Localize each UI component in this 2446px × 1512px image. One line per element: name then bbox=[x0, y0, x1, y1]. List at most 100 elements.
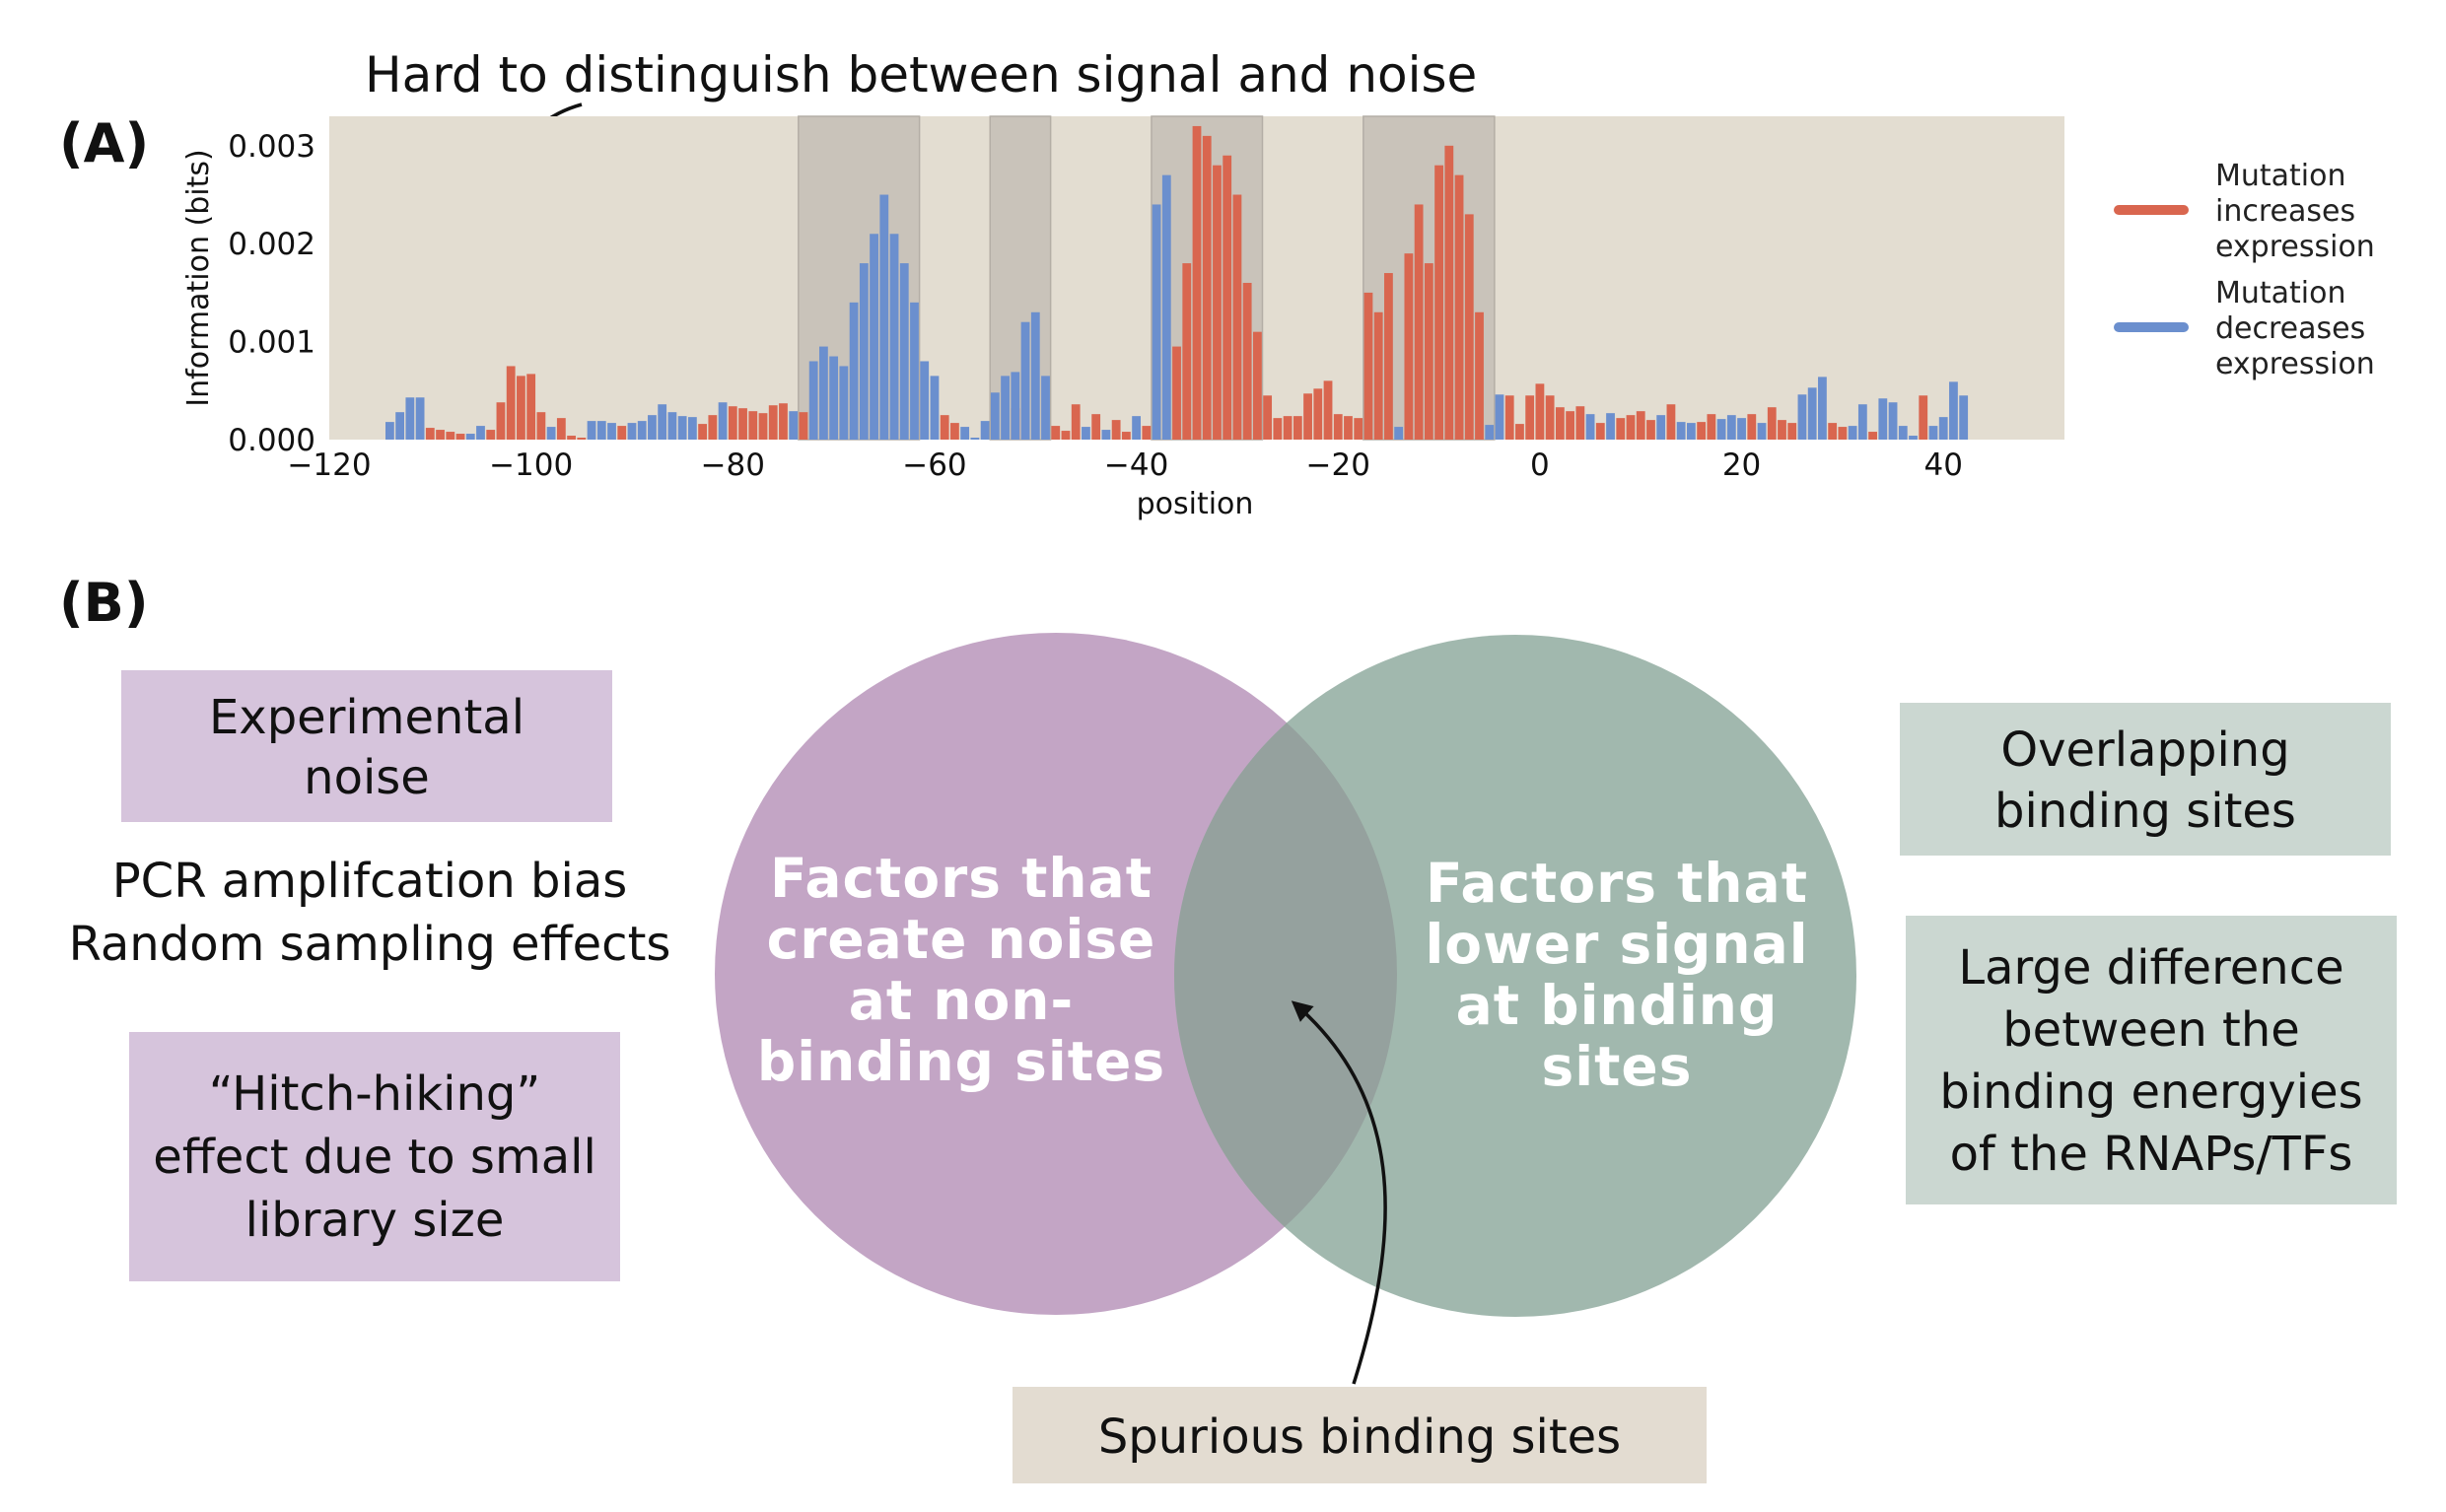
information-bar bbox=[1656, 415, 1666, 440]
information-bar bbox=[1373, 311, 1383, 440]
binding-site-highlight bbox=[798, 115, 921, 441]
x-tick-label: −60 bbox=[902, 447, 966, 483]
information-bar bbox=[1616, 418, 1626, 440]
information-bar bbox=[1676, 422, 1686, 440]
information-bar bbox=[506, 366, 516, 440]
information-bar bbox=[940, 415, 949, 440]
overlapping-sites-line: binding sites bbox=[1994, 784, 2296, 839]
information-bar bbox=[546, 427, 556, 440]
legend-label-line: decreases bbox=[2215, 311, 2365, 346]
information-bar bbox=[1525, 395, 1535, 440]
information-bar bbox=[1182, 263, 1192, 440]
information-bar bbox=[1475, 311, 1484, 440]
noise-circle-line: binding sites bbox=[757, 1030, 1165, 1093]
information-bar bbox=[1697, 422, 1707, 440]
energy-difference-line: between the bbox=[2002, 1002, 2300, 1058]
information-bar bbox=[1283, 416, 1293, 440]
information-bar bbox=[1595, 423, 1605, 440]
information-bar bbox=[1424, 263, 1433, 440]
information-bar bbox=[1778, 420, 1786, 440]
information-bar bbox=[415, 397, 425, 440]
information-bar bbox=[446, 432, 455, 440]
information-bar bbox=[677, 416, 687, 440]
y-tick-label: 0.001 bbox=[228, 325, 315, 361]
panel-b-label: (B) bbox=[59, 572, 149, 634]
hitchhiking-line: effect due to small bbox=[153, 1130, 596, 1185]
information-bar bbox=[1949, 381, 1958, 440]
information-bar bbox=[1535, 383, 1545, 440]
information-bar bbox=[587, 421, 596, 440]
information-bar bbox=[1354, 418, 1363, 440]
information-bar bbox=[1132, 416, 1142, 440]
hitchhiking-box bbox=[129, 1032, 620, 1281]
overlapping-sites-box bbox=[1900, 703, 2391, 856]
information-bar bbox=[849, 302, 859, 440]
information-bar bbox=[395, 412, 405, 440]
information-bar bbox=[870, 234, 878, 440]
information-bar bbox=[1636, 411, 1645, 440]
signal-circle-label: Factors that lower signal at binding sit… bbox=[1425, 852, 1808, 1098]
signal-circle-line: sites bbox=[1542, 1035, 1693, 1098]
information-bar bbox=[627, 423, 637, 440]
information-bar bbox=[818, 346, 828, 440]
information-bar bbox=[1172, 346, 1181, 440]
information-bar bbox=[1726, 415, 1736, 440]
information-bar bbox=[1919, 395, 1928, 440]
information-bar bbox=[1838, 427, 1848, 440]
information-bar bbox=[1121, 432, 1131, 440]
information-bar bbox=[1293, 416, 1302, 440]
x-tick-label: −20 bbox=[1306, 447, 1370, 483]
hitchhiking-line: library size bbox=[245, 1193, 505, 1248]
experimental-noise-box bbox=[121, 670, 612, 822]
information-bar bbox=[536, 412, 546, 440]
information-bar bbox=[1888, 402, 1898, 440]
information-bar bbox=[556, 418, 566, 440]
information-bar bbox=[1606, 413, 1615, 440]
information-bar bbox=[748, 411, 758, 440]
information-bar bbox=[1566, 411, 1575, 440]
binding-site-highlight bbox=[989, 115, 1052, 441]
information-bar bbox=[920, 361, 930, 440]
legend-label-line: expression bbox=[2215, 230, 2375, 264]
energy-difference-line: of the RNAPs/TFs bbox=[1950, 1127, 2353, 1182]
information-bar bbox=[950, 423, 959, 440]
information-bar bbox=[1030, 311, 1040, 440]
information-bar bbox=[930, 376, 940, 440]
information-bar bbox=[829, 356, 839, 440]
information-bar bbox=[648, 415, 657, 440]
information-bar bbox=[1252, 331, 1262, 440]
information-bar bbox=[658, 404, 667, 440]
information-bar bbox=[1011, 372, 1020, 440]
information-bar bbox=[1716, 419, 1726, 440]
x-tick-label: −80 bbox=[701, 447, 765, 483]
information-bar bbox=[607, 423, 616, 440]
information-bar bbox=[1515, 424, 1524, 440]
legend-label-line: increases bbox=[2215, 194, 2355, 229]
information-bar bbox=[1303, 393, 1312, 440]
information-bar bbox=[1323, 380, 1333, 440]
information-bar bbox=[718, 402, 728, 440]
information-bar bbox=[1333, 414, 1343, 440]
information-bar bbox=[839, 366, 849, 440]
noise-circle-label: Factors that create noise at non- bindin… bbox=[757, 847, 1165, 1093]
information-bar bbox=[496, 402, 506, 440]
y-ticks: 0.000 0.001 0.002 0.003 bbox=[228, 129, 315, 458]
information-bar bbox=[1242, 282, 1252, 440]
information-bar bbox=[476, 426, 485, 440]
signal-circle-line: at binding bbox=[1456, 974, 1779, 1037]
experimental-noise-line: Experimental bbox=[209, 690, 524, 745]
information-bar bbox=[384, 422, 394, 440]
signal-circle-line: Factors that bbox=[1426, 852, 1808, 915]
information-bar bbox=[1152, 204, 1161, 440]
information-bar bbox=[960, 427, 970, 440]
noise-annotation: Hard to distinguish between signal and n… bbox=[365, 46, 1477, 103]
information-bar bbox=[1161, 174, 1171, 441]
information-bar bbox=[1020, 321, 1030, 440]
x-tick-label: −120 bbox=[287, 447, 371, 483]
x-tick-label: 40 bbox=[1923, 447, 1962, 483]
information-bar bbox=[1747, 414, 1757, 440]
noise-circle-line: create noise bbox=[767, 908, 1156, 971]
information-bar bbox=[1787, 423, 1797, 440]
